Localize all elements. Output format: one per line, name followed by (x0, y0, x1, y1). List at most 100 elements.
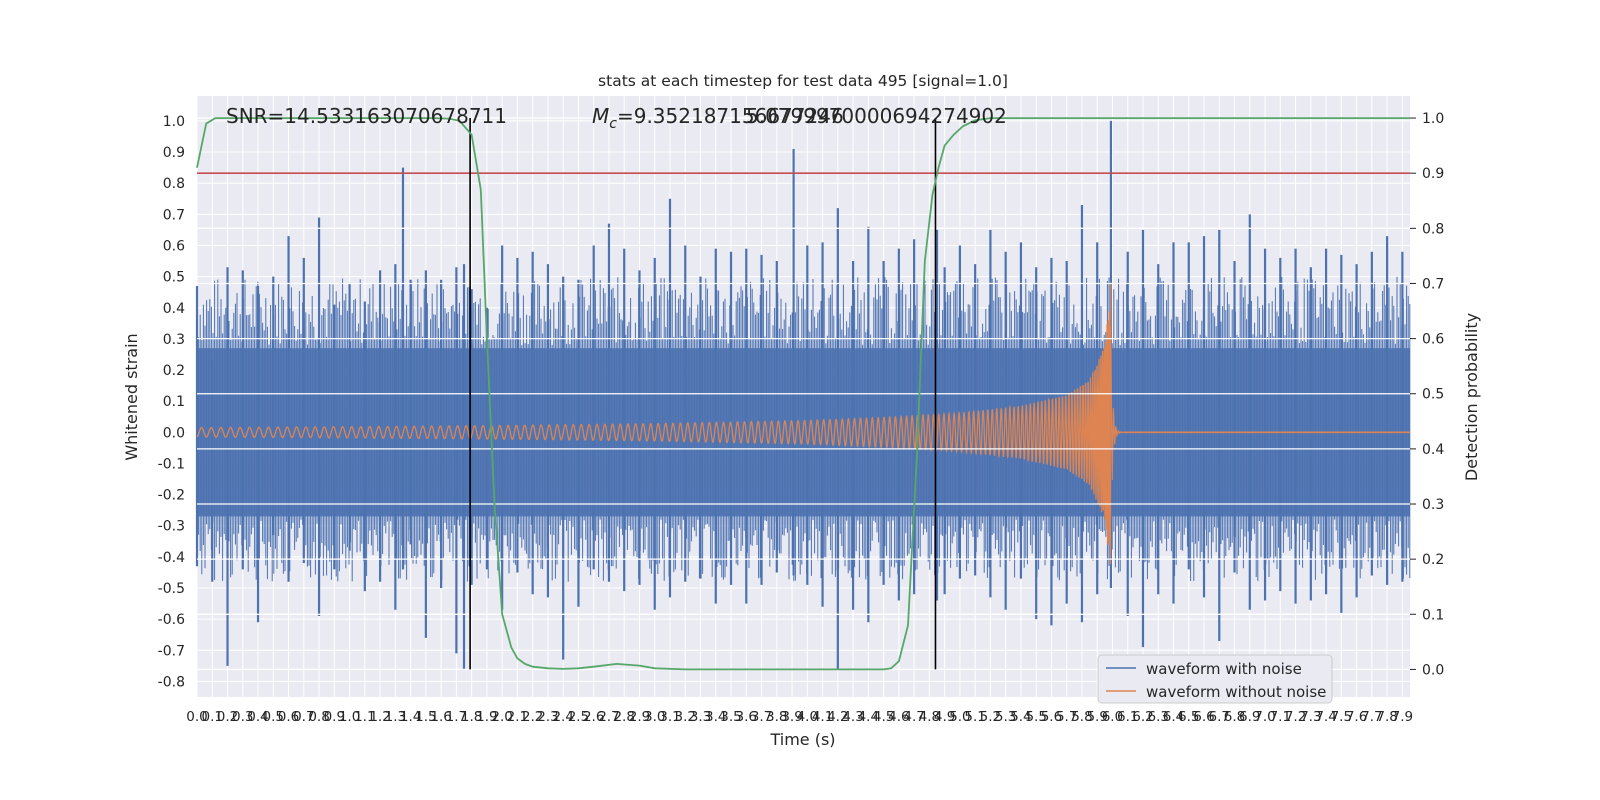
y-tick-label: 0.2 (163, 363, 185, 379)
chirp-mass-value: =9.352187156677246 (617, 104, 844, 128)
x-axis-ticks: 0.00.10.20.30.40.50.60.70.80.91.01.11.21… (186, 709, 1413, 725)
x-tick-label: 3.9 (781, 709, 802, 725)
y2-tick-label: 1.0 (1422, 111, 1444, 127)
legend: waveform with noise waveform without noi… (1097, 654, 1333, 704)
vertical-markers (469, 118, 937, 670)
x-tick-label: 1.3 (385, 709, 406, 725)
x-tick-label: 7.6 (1346, 709, 1367, 725)
x-tick-label: 2.4 (552, 709, 573, 725)
chirp-mass-annotation: Mc=9.352187156677246 (592, 104, 844, 132)
x-tick-label: 3.1 (659, 709, 680, 725)
x-tick-label: 1.9 (476, 709, 497, 725)
y-axis-ticks: -0.8 -0.7 -0.6 -0.5 -0.4 -0.3 -0.2 -0.1 0.0 0.1 0.… (158, 114, 185, 691)
x-tick-label: 0.5 (263, 709, 284, 725)
overlap-annotation: 5.0799970000694274902 (746, 104, 1007, 128)
x-tick-label: 3.2 (675, 709, 696, 725)
x-tick-label: 1.4 (400, 709, 421, 725)
x-tick-label: 5.0 (949, 709, 970, 725)
x-tick-label: 2.8 (613, 709, 634, 725)
y-tick-label: -0.2 (158, 488, 185, 504)
x-tick-label: 6.0 (1102, 709, 1123, 725)
x-tick-label: 3.5 (720, 709, 741, 725)
x-tick-label: 6.2 (1132, 709, 1153, 725)
x-tick-label: 6.6 (1193, 709, 1214, 725)
x-tick-label: 7.5 (1331, 709, 1352, 725)
y2-tick-label: 0.0 (1422, 662, 1444, 678)
x-tick-label: 4.2 (827, 709, 848, 725)
x-tick-label: 4.4 (858, 709, 879, 725)
probability-line (196, 117, 1410, 671)
x-tick-label: 4.3 (842, 709, 863, 725)
x-tick-label: 2.9 (629, 709, 650, 725)
x-tick-label: 5.2 (980, 709, 1001, 725)
x-tick-label: 2.7 (598, 709, 619, 725)
y-tick-label: -0.7 (158, 643, 185, 659)
x-tick-label: 6.4 (1163, 709, 1184, 725)
y2-axis-label: Detection probability (1462, 313, 1481, 481)
x-tick-label: 3.8 (766, 709, 787, 725)
chirp-trace (196, 311, 1112, 565)
x-tick-label: 1.5 (415, 709, 436, 725)
x-tick-label: 5.7 (1056, 709, 1077, 725)
series-detection-probability (196, 117, 1410, 671)
x-tick-label: 5.8 (1071, 709, 1092, 725)
chirp-mass-subscript: c (609, 116, 617, 132)
x-tick-label: 0.7 (293, 709, 314, 725)
y2-axis-ticks: 0.0 0.1 0.2 0.3 0.4 0.5 0.6 0.7 0.8 0.9 1.0 (1410, 111, 1444, 678)
x-tick-label: 7.1 (1270, 709, 1291, 725)
x-tick-label: 1.0 (339, 709, 360, 725)
x-tick-label: 1.6 (430, 709, 451, 725)
x-tick-label: 7.4 (1315, 709, 1336, 725)
y-tick-label: -0.4 (158, 550, 185, 566)
x-tick-label: 0.6 (278, 709, 299, 725)
y-tick-label: 0.3 (163, 332, 185, 348)
x-tick-label: 7.3 (1300, 709, 1321, 725)
x-tick-label: 5.4 (1010, 709, 1031, 725)
x-tick-label: 5.1 (964, 709, 985, 725)
x-tick-label: 2.1 (507, 709, 528, 725)
x-tick-label: 2.5 (568, 709, 589, 725)
y2-tick-label: 0.8 (1422, 221, 1444, 237)
y2-tick-label: 0.9 (1422, 166, 1444, 182)
x-tick-label: 7.8 (1376, 709, 1397, 725)
y-tick-label: 0.1 (163, 394, 185, 410)
legend-box (1097, 654, 1333, 704)
chart-title: stats at each timestep for test data 495… (598, 72, 1008, 90)
y2-tick-label: 0.2 (1422, 552, 1444, 568)
x-tick-label: 4.6 (888, 709, 909, 725)
y-tick-label: -0.8 (158, 674, 185, 690)
y-tick-label: -0.5 (158, 581, 185, 597)
y2-tick-label: 0.1 (1422, 607, 1444, 623)
x-tick-label: 4.7 (903, 709, 924, 725)
y-axis-label: Whitened strain (122, 333, 141, 460)
legend-label-clean: waveform without noise (1146, 683, 1326, 701)
x-tick-label: 2.3 (537, 709, 558, 725)
snr-annotation: SNR=14.533163070678711 (226, 104, 507, 128)
x-tick-label: 0.8 (308, 709, 329, 725)
y-tick-label: 0.5 (163, 270, 185, 286)
x-tick-label: 1.7 (446, 709, 467, 725)
y2-tick-label: 0.6 (1422, 332, 1444, 348)
y-tick-label: 0.6 (163, 238, 185, 254)
y2-tick-label: 0.3 (1422, 497, 1444, 513)
x-tick-label: 3.3 (690, 709, 711, 725)
x-tick-label: 0.2 (217, 709, 238, 725)
x-tick-label: 7.2 (1285, 709, 1306, 725)
y2-tick-label: 0.7 (1422, 276, 1444, 292)
x-tick-label: 0.1 (202, 709, 223, 725)
x-tick-label: 4.1 (812, 709, 833, 725)
x-tick-label: 6.8 (1224, 709, 1245, 725)
x-tick-label: 0.3 (232, 709, 253, 725)
y-tick-label: 0.4 (163, 301, 185, 317)
y-tick-label: 0.9 (163, 145, 185, 161)
x-tick-label: 6.9 (1239, 709, 1260, 725)
x-tick-label: 3.4 (705, 709, 726, 725)
y-tick-label: -0.6 (158, 612, 185, 628)
x-tick-label: 5.6 (1041, 709, 1062, 725)
x-tick-label: 1.2 (369, 709, 390, 725)
x-tick-label: 4.5 (873, 709, 894, 725)
x-tick-label: 4.9 (934, 709, 955, 725)
x-tick-label: 7.7 (1361, 709, 1382, 725)
y-tick-label: 0.0 (163, 425, 185, 441)
